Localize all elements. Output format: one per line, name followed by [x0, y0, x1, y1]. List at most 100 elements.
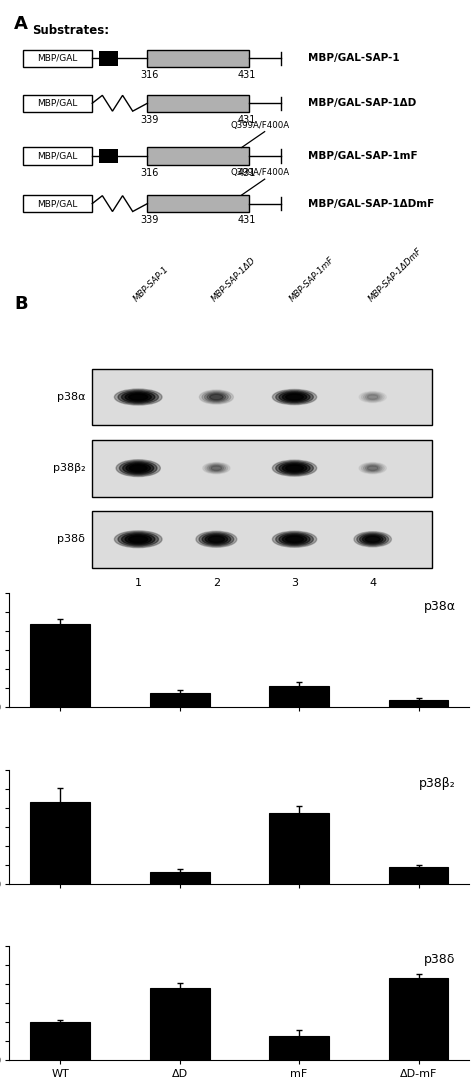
Text: MBP/GAL-SAP-1ΔDmF: MBP/GAL-SAP-1ΔDmF	[309, 199, 435, 209]
Text: 1: 1	[135, 578, 142, 588]
Ellipse shape	[279, 392, 310, 403]
Text: 3: 3	[291, 578, 298, 588]
Text: p38δ: p38δ	[424, 953, 456, 966]
Bar	[150, 692, 210, 708]
Ellipse shape	[126, 463, 150, 473]
Ellipse shape	[207, 464, 226, 472]
Ellipse shape	[360, 533, 386, 544]
Ellipse shape	[204, 392, 228, 401]
Ellipse shape	[283, 464, 307, 473]
Ellipse shape	[118, 391, 158, 404]
Ellipse shape	[114, 390, 162, 405]
Text: 431: 431	[237, 215, 255, 225]
Text: MBP/GAL-SAP-1: MBP/GAL-SAP-1	[309, 53, 400, 64]
Text: p38α: p38α	[57, 392, 85, 403]
Ellipse shape	[114, 531, 162, 547]
Ellipse shape	[286, 536, 303, 542]
Ellipse shape	[211, 466, 222, 471]
Text: p38δ: p38δ	[57, 535, 85, 544]
Text: B: B	[14, 294, 27, 313]
Ellipse shape	[283, 393, 307, 401]
Bar	[23, 50, 92, 67]
Ellipse shape	[196, 531, 237, 547]
Bar	[92, 369, 432, 425]
Bar	[99, 51, 118, 66]
Ellipse shape	[283, 535, 307, 543]
Text: 4: 4	[369, 578, 376, 588]
Bar	[147, 195, 248, 212]
Ellipse shape	[202, 533, 231, 545]
Ellipse shape	[279, 533, 310, 545]
Ellipse shape	[121, 392, 155, 403]
Ellipse shape	[357, 532, 389, 545]
Ellipse shape	[129, 536, 148, 542]
Text: MBP-SAP-1ΔD: MBP-SAP-1ΔD	[210, 255, 258, 303]
Bar	[23, 147, 92, 164]
Ellipse shape	[276, 391, 313, 404]
Text: 431: 431	[237, 168, 255, 177]
Bar	[147, 50, 248, 67]
Text: MBP-SAP-1mF: MBP-SAP-1mF	[288, 255, 337, 303]
Ellipse shape	[208, 536, 225, 542]
Ellipse shape	[279, 463, 310, 474]
Ellipse shape	[276, 461, 313, 475]
Ellipse shape	[209, 465, 224, 472]
Bar	[23, 94, 92, 111]
Text: MBP/GAL-SAP-1ΔD: MBP/GAL-SAP-1ΔD	[309, 98, 417, 108]
Bar	[150, 872, 210, 884]
Text: 431: 431	[237, 115, 255, 126]
Ellipse shape	[116, 460, 160, 476]
Text: p38β₂: p38β₂	[419, 777, 456, 790]
Bar	[269, 686, 329, 708]
Text: Substrates:: Substrates:	[32, 24, 109, 37]
Ellipse shape	[273, 460, 317, 476]
Text: 339: 339	[140, 115, 159, 126]
Ellipse shape	[354, 531, 392, 546]
Ellipse shape	[121, 533, 155, 545]
Ellipse shape	[125, 393, 151, 401]
Text: p38β₂: p38β₂	[53, 463, 85, 473]
Ellipse shape	[129, 465, 147, 472]
Ellipse shape	[365, 537, 380, 542]
Bar	[30, 623, 90, 708]
Bar	[92, 511, 432, 568]
Text: MBP/GAL: MBP/GAL	[37, 54, 78, 63]
Text: 339: 339	[140, 215, 159, 225]
Text: MBP/GAL-SAP-1mF: MBP/GAL-SAP-1mF	[309, 151, 418, 161]
Bar	[99, 149, 118, 163]
Ellipse shape	[365, 394, 380, 400]
Ellipse shape	[363, 536, 383, 543]
Ellipse shape	[276, 532, 313, 546]
Text: Q399A/F400A: Q399A/F400A	[230, 168, 290, 177]
Text: MBP/GAL: MBP/GAL	[37, 98, 78, 108]
Text: MBP/GAL: MBP/GAL	[37, 151, 78, 160]
Bar	[150, 988, 210, 1060]
Ellipse shape	[367, 395, 378, 399]
Text: 316: 316	[140, 70, 159, 80]
Ellipse shape	[361, 463, 384, 473]
Text: 2: 2	[213, 578, 220, 588]
Ellipse shape	[363, 464, 382, 472]
Ellipse shape	[202, 391, 231, 403]
Text: MBP-SAP-1ΔDmF: MBP-SAP-1ΔDmF	[366, 246, 424, 303]
Ellipse shape	[365, 465, 380, 472]
Ellipse shape	[118, 532, 158, 546]
Bar	[269, 1035, 329, 1060]
Bar	[147, 94, 248, 111]
Ellipse shape	[203, 463, 230, 474]
Ellipse shape	[273, 531, 317, 547]
Ellipse shape	[361, 393, 384, 401]
Text: p38α: p38α	[423, 601, 456, 613]
Bar	[30, 1022, 90, 1060]
Text: Q399A/F400A: Q399A/F400A	[230, 120, 290, 130]
Ellipse shape	[205, 535, 228, 543]
Ellipse shape	[129, 394, 148, 400]
Ellipse shape	[119, 461, 157, 475]
Text: A: A	[14, 15, 28, 32]
Ellipse shape	[205, 463, 228, 473]
Text: MBP-SAP-1: MBP-SAP-1	[132, 264, 171, 303]
Bar	[269, 814, 329, 884]
Bar	[389, 978, 448, 1060]
Bar	[30, 802, 90, 884]
Text: 316: 316	[140, 168, 159, 177]
